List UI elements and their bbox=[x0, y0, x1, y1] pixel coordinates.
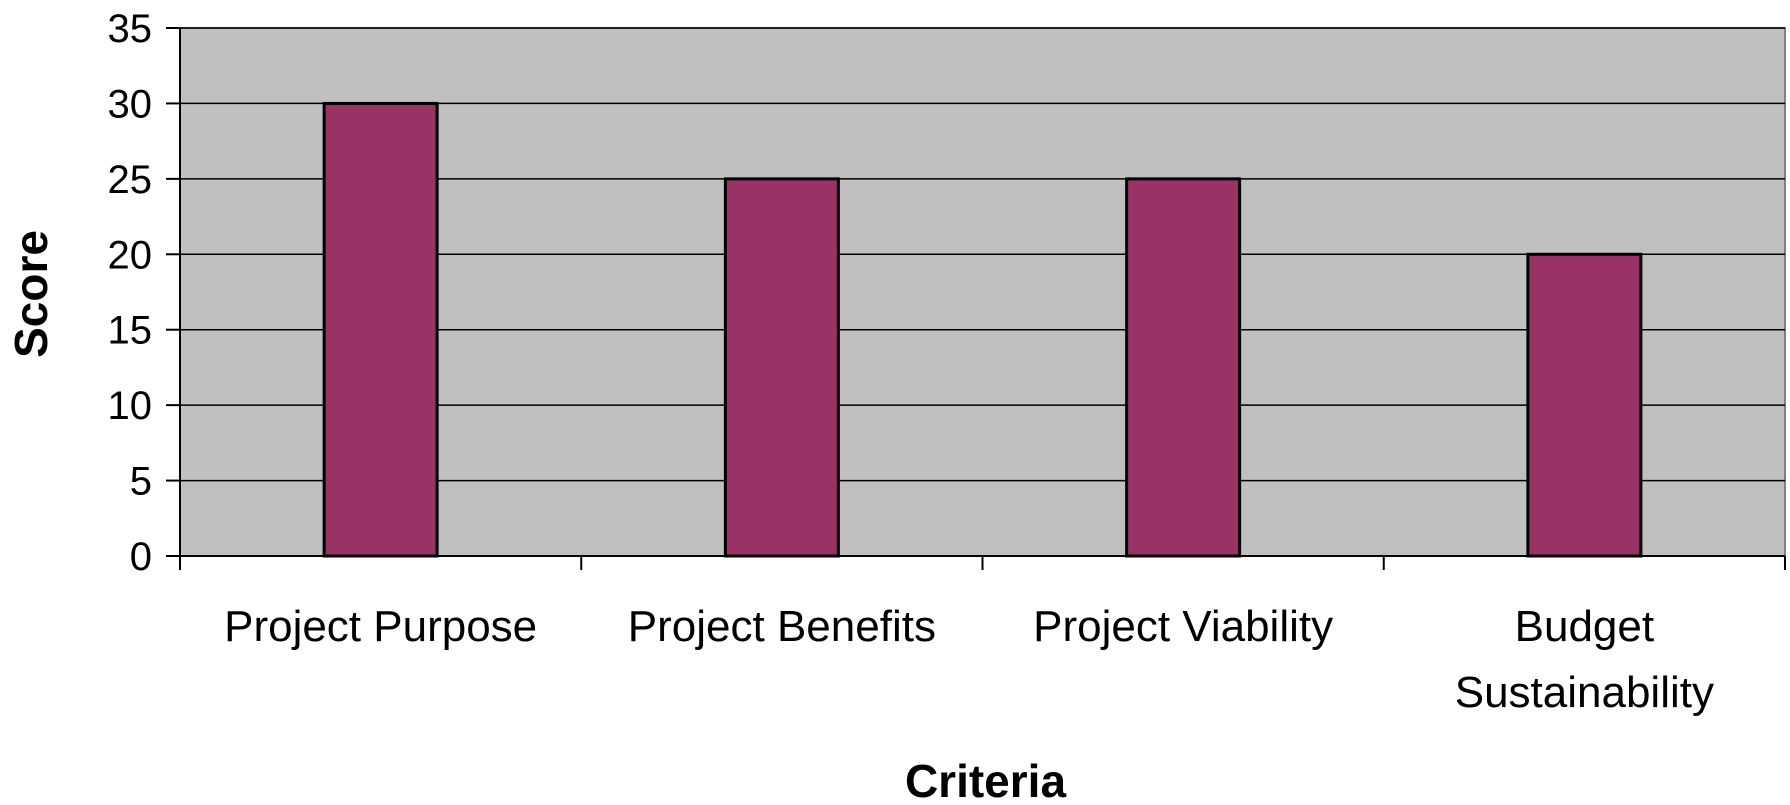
x-category-label: Project Viability bbox=[1033, 602, 1333, 651]
bar bbox=[1125, 177, 1242, 558]
y-axis-title: Score bbox=[5, 230, 57, 358]
y-tick-label: 25 bbox=[108, 158, 153, 202]
y-tick-label: 35 bbox=[108, 7, 153, 51]
gridlines bbox=[180, 27, 1785, 482]
axes bbox=[166, 27, 1786, 570]
x-category-labels: Project Purpose Project Benefits Project V… bbox=[224, 602, 1714, 717]
x-category-label: Project Benefits bbox=[628, 602, 936, 651]
y-tick-label: 15 bbox=[108, 309, 153, 353]
x-category-label: Project Purpose bbox=[224, 602, 537, 651]
bar bbox=[322, 101, 439, 558]
bars bbox=[322, 101, 1643, 558]
y-tick-label: 0 bbox=[130, 535, 152, 579]
y-tick-label: 10 bbox=[108, 384, 153, 428]
plot-area bbox=[179, 27, 1786, 557]
y-tick-label: 30 bbox=[108, 82, 153, 126]
y-tick-labels: 0 5 10 15 20 25 30 35 bbox=[108, 7, 153, 579]
x-axis-title: Criteria bbox=[905, 755, 1066, 805]
y-tick-label: 20 bbox=[108, 233, 153, 277]
y-tick-label: 5 bbox=[130, 460, 152, 504]
bar bbox=[723, 177, 840, 558]
x-category-label: Budget Sustainability bbox=[1455, 602, 1714, 717]
bar bbox=[1526, 252, 1643, 558]
